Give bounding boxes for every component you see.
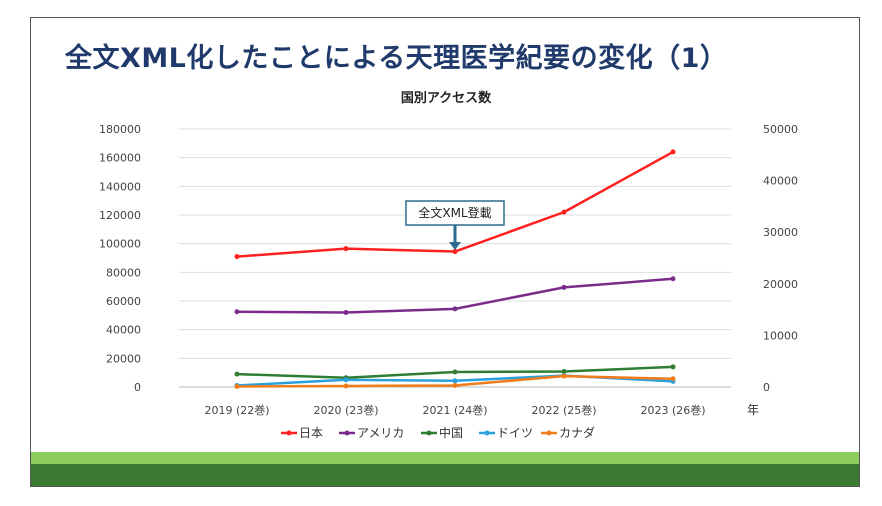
legend-marker (484, 430, 490, 436)
right-axis-tick-label: 40000 (763, 175, 798, 188)
legend-marker (344, 430, 350, 436)
footer-band-light (31, 452, 859, 464)
data-point (234, 254, 240, 260)
left-axis-tick-label: 0 (134, 381, 141, 394)
legend-marker (426, 430, 432, 436)
data-point (343, 309, 349, 315)
slide: 全文XML化したことによる天理医学紀要の変化（1） 国別アクセス数 180000… (30, 17, 860, 487)
data-point (670, 276, 676, 282)
series-日本 (234, 149, 676, 260)
legend-item: 中国 (421, 425, 463, 440)
left-axis-tick-label: 100000 (99, 238, 141, 251)
x-axis-tick-label: 2019 (22巻) (204, 404, 269, 417)
data-point (561, 209, 567, 215)
annotation-arrow-head (449, 242, 461, 250)
data-point (234, 383, 240, 389)
left-axis-tick-label: 140000 (99, 180, 141, 193)
series-アメリカ (234, 276, 676, 315)
x-axis-tick-label: 2021 (24巻) (422, 404, 487, 417)
legend-marker (546, 430, 552, 436)
line-chart: 国別アクセス数 18000016000014000012000010000080… (99, 90, 798, 440)
right-axis-tick-label: 30000 (763, 226, 798, 239)
legend-item: ドイツ (479, 426, 533, 440)
left-axis-tick-label: 180000 (99, 123, 141, 136)
data-point (234, 309, 240, 315)
right-axis-tick-label: 50000 (763, 123, 798, 136)
data-point (670, 364, 676, 370)
left-axis-tick-label: 20000 (106, 352, 141, 365)
legend-item: アメリカ (339, 426, 404, 440)
left-axis-tick-label: 80000 (106, 266, 141, 279)
right-axis-tick-label: 0 (763, 381, 770, 394)
data-point (234, 371, 240, 377)
data-point (670, 376, 676, 382)
data-point (561, 373, 567, 379)
data-point (561, 284, 567, 290)
x-axis-label: 年 (747, 403, 759, 417)
right-axis-tick-label: 20000 (763, 278, 798, 291)
chart-title: 国別アクセス数 (401, 90, 492, 106)
legend-item: 日本 (281, 426, 323, 440)
data-point (452, 306, 458, 312)
data-point (670, 149, 676, 155)
left-axis-tick-label: 120000 (99, 209, 141, 222)
x-axis-tick-label: 2023 (26巻) (640, 404, 705, 417)
data-point (452, 382, 458, 388)
right-axis-tick-label: 10000 (763, 329, 798, 342)
annotation-label: 全文XML登載 (418, 205, 491, 220)
data-point (343, 246, 349, 252)
x-axis-tick-label: 2020 (23巻) (313, 404, 378, 417)
legend-label: 日本 (299, 426, 323, 440)
left-axis-tick-label: 60000 (106, 295, 141, 308)
x-axis-tick-label: 2022 (25巻) (531, 404, 596, 417)
data-point (343, 383, 349, 389)
legend-label: アメリカ (357, 426, 404, 440)
legend-marker (286, 430, 292, 436)
data-point (452, 369, 458, 375)
left-axis-tick-label: 40000 (106, 324, 141, 337)
left-axis-tick-label: 160000 (99, 152, 141, 165)
data-point (452, 378, 458, 384)
legend-label: カナダ (559, 425, 595, 440)
legend-item: カナダ (541, 425, 595, 440)
data-point (561, 369, 567, 375)
series-カナダ (234, 373, 676, 389)
legend-label: ドイツ (497, 426, 533, 440)
legend-label: 中国 (439, 425, 463, 440)
data-point (452, 249, 458, 255)
slide-title: 全文XML化したことによる天理医学紀要の変化（1） (65, 43, 728, 74)
footer-band-dark (31, 464, 859, 486)
data-point (343, 377, 349, 383)
